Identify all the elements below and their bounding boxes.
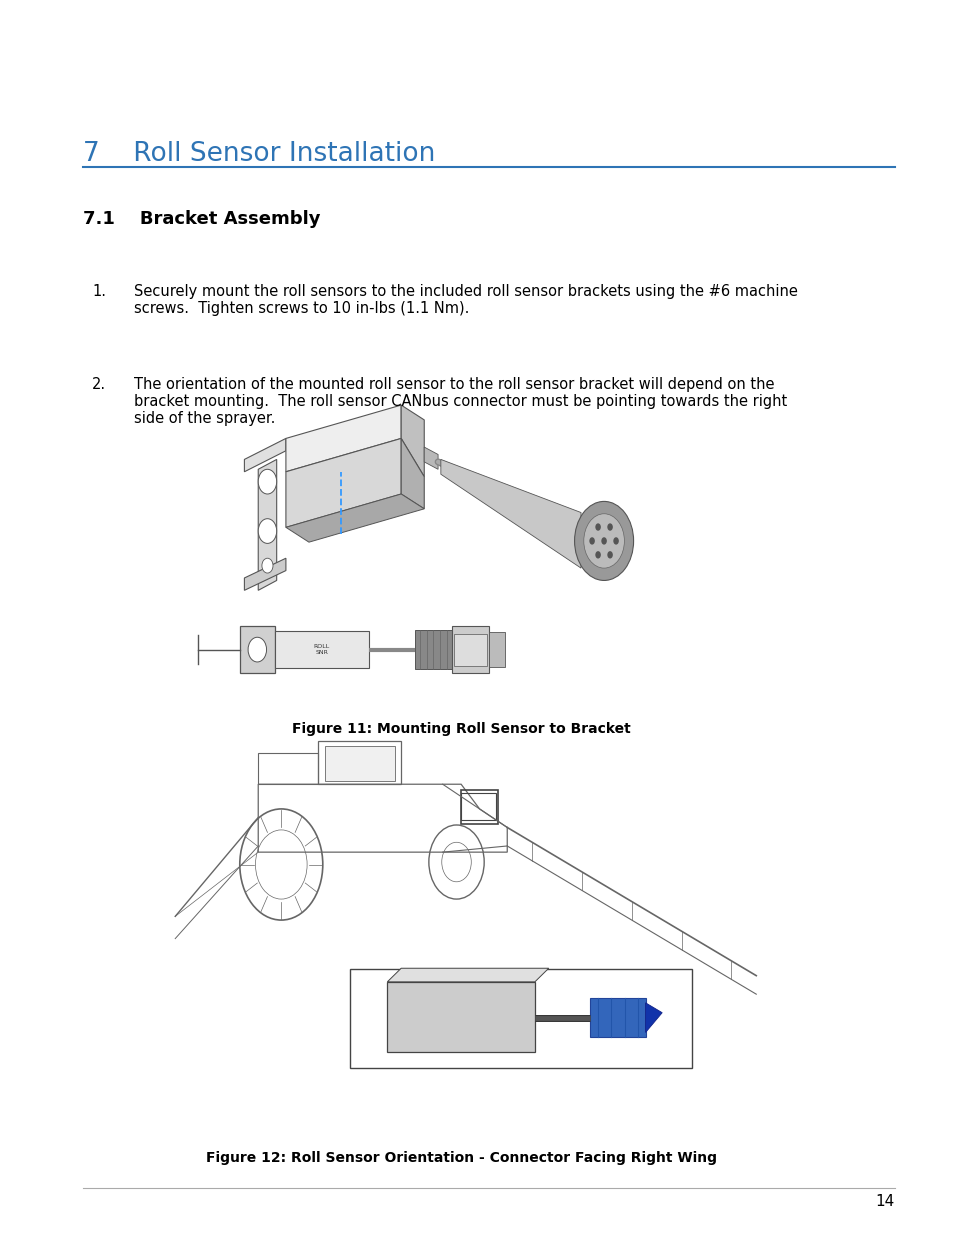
Polygon shape (286, 405, 401, 472)
Polygon shape (239, 626, 274, 673)
Circle shape (258, 469, 276, 494)
Polygon shape (488, 632, 505, 667)
Circle shape (248, 637, 266, 662)
Polygon shape (258, 459, 276, 590)
Polygon shape (387, 968, 548, 982)
Circle shape (607, 524, 612, 531)
Polygon shape (286, 494, 424, 542)
Polygon shape (454, 634, 486, 666)
Polygon shape (286, 438, 401, 527)
Circle shape (589, 537, 595, 545)
Polygon shape (452, 626, 488, 673)
Text: ROLL
SNR: ROLL SNR (314, 645, 330, 655)
Circle shape (595, 551, 600, 558)
Text: 14: 14 (875, 1194, 894, 1209)
Circle shape (262, 558, 273, 573)
Circle shape (574, 501, 633, 580)
Circle shape (583, 514, 623, 568)
Circle shape (613, 537, 618, 545)
Polygon shape (324, 746, 395, 781)
Circle shape (595, 524, 600, 531)
Polygon shape (401, 405, 424, 477)
Polygon shape (274, 631, 369, 668)
Text: Figure 11: Mounting Roll Sensor to Bracket: Figure 11: Mounting Roll Sensor to Brack… (292, 722, 630, 736)
Circle shape (600, 537, 606, 545)
Polygon shape (244, 438, 286, 472)
Text: 7.1    Bracket Assembly: 7.1 Bracket Assembly (83, 210, 320, 228)
Polygon shape (424, 447, 437, 469)
Polygon shape (401, 438, 424, 509)
Polygon shape (645, 1003, 661, 1032)
Text: The orientation of the mounted roll sensor to the roll sensor bracket will depen: The orientation of the mounted roll sens… (133, 377, 786, 426)
Text: 7    Roll Sensor Installation: 7 Roll Sensor Installation (83, 141, 435, 167)
Circle shape (258, 519, 276, 543)
Text: 2.: 2. (92, 377, 106, 391)
Text: Securely mount the roll sensors to the included roll sensor brackets using the #: Securely mount the roll sensors to the i… (133, 284, 797, 316)
Polygon shape (415, 630, 452, 669)
Polygon shape (244, 558, 286, 590)
Text: Figure 12: Roll Sensor Orientation - Connector Facing Right Wing: Figure 12: Roll Sensor Orientation - Con… (206, 1151, 716, 1165)
Text: 1.: 1. (92, 284, 106, 299)
Polygon shape (387, 982, 535, 1052)
Polygon shape (590, 998, 645, 1037)
Polygon shape (440, 459, 580, 568)
Circle shape (607, 551, 612, 558)
